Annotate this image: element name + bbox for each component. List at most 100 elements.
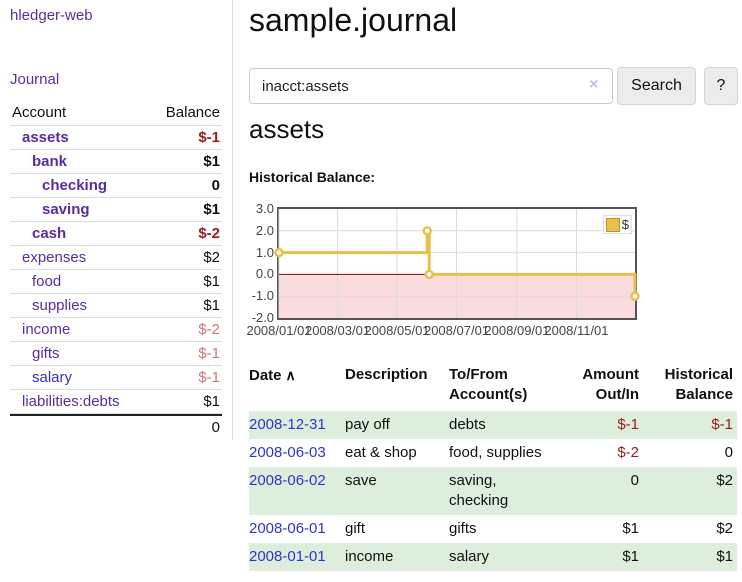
accounts-column-header: To/From Account(s) <box>449 366 528 403</box>
accounts-total-row: 0 <box>10 414 222 439</box>
account-row-bank: bank $1 <box>10 150 222 174</box>
x-axis-tick-label: 2008/05/01 <box>364 323 430 338</box>
txn-amount: $1 <box>622 520 639 537</box>
transactions-table: Date ∧ Description To/From Account(s) Amo… <box>249 363 737 571</box>
account-row-income: income $-2 <box>10 318 222 342</box>
x-axis-tick-label: 2008/11/01 <box>544 323 609 338</box>
x-axis-tick-label: 2008/01/01 <box>246 323 312 338</box>
txn-accounts: saving, checking <box>449 472 509 509</box>
account-link-saving[interactable]: saving <box>42 201 90 218</box>
y-axis-tick-label: 3.0 <box>255 201 274 216</box>
txn-date-link[interactable]: 2008-06-02 <box>249 472 326 489</box>
account-link-liabilities-debts[interactable]: liabilities:debts <box>22 393 120 410</box>
x-axis-tick-label: 2008/09/01 <box>484 323 550 338</box>
txn-row: 2008-06-03 eat & shop food, supplies $-2… <box>249 439 737 467</box>
account-row-supplies: supplies $1 <box>10 294 222 318</box>
account-row-food: food $1 <box>10 270 222 294</box>
account-row-saving: saving $1 <box>10 198 222 222</box>
balance-cell: $1 <box>149 198 222 222</box>
legend-swatch-icon <box>605 217 620 232</box>
balance-cell: $1 <box>149 150 222 174</box>
page-title: sample.journal <box>249 2 458 38</box>
balance-cell: $-2 <box>149 318 222 342</box>
account-link-food[interactable]: food <box>32 273 62 290</box>
sidebar-item-journal[interactable]: Journal <box>10 71 60 88</box>
txn-row: 2008-06-02 save saving, checking 0 $2 <box>249 467 737 515</box>
search-form: × Search ? <box>249 67 742 105</box>
balance-column-header: Balance <box>149 101 222 126</box>
balance-cell: 0 <box>149 174 222 198</box>
brand-link[interactable]: hledger-web <box>10 7 93 24</box>
account-link-salary[interactable]: salary <box>32 369 73 386</box>
balance-cell: $-1 <box>149 126 222 150</box>
chart-canvas <box>274 209 640 318</box>
y-axis-tick-label: 2.0 <box>255 222 274 238</box>
search-button[interactable]: Search <box>617 67 696 105</box>
y-axis-tick-label: -2.0 <box>251 310 274 325</box>
account-row-salary: salary $-1 <box>10 366 222 390</box>
balance-cell: $-1 <box>149 366 222 390</box>
txn-row: 2008-06-01 gift gifts $1 $2 <box>249 515 737 543</box>
chart-title: Historical Balance: <box>249 169 376 185</box>
sort-ascending-icon: ∧ <box>285 367 296 383</box>
txn-description: gift <box>345 520 366 537</box>
account-link-gifts[interactable]: gifts <box>32 345 60 362</box>
txn-date-link[interactable]: 2008-01-01 <box>249 548 326 565</box>
account-heading: assets <box>249 114 325 144</box>
txn-date-link[interactable]: 2008-12-31 <box>249 416 326 433</box>
account-link-income[interactable]: income <box>22 321 71 338</box>
account-row-assets: assets $-1 <box>10 126 222 150</box>
balance-cell: $1 <box>149 294 222 318</box>
txn-accounts: debts <box>449 416 486 433</box>
y-axis-tick-label: 0.0 <box>255 266 274 282</box>
balance-cell: $-2 <box>149 222 222 246</box>
legend-label: $ <box>621 217 629 232</box>
y-axis-tick-label: 1.0 <box>255 244 274 260</box>
account-link-assets[interactable]: assets <box>22 129 69 146</box>
txn-accounts: salary <box>449 548 490 565</box>
amount-column-header: Amount Out/In <box>582 366 639 403</box>
txn-description: eat & shop <box>345 444 417 461</box>
txn-description: income <box>345 548 394 565</box>
account-column-header: Account <box>10 101 150 126</box>
main-content: sample.journal × Search ? assets Histori… <box>246 0 742 582</box>
hist-balance-column-header: Historical Balance <box>664 366 733 403</box>
account-link-bank[interactable]: bank <box>32 153 68 170</box>
txn-date-link[interactable]: 2008-06-03 <box>249 444 326 461</box>
txn-row: 2008-01-01 income salary $1 $1 <box>249 543 737 571</box>
account-link-supplies[interactable]: supplies <box>32 297 88 314</box>
txn-accounts: food, supplies <box>449 444 542 461</box>
txn-amount: $1 <box>622 548 639 565</box>
account-row-liabilities-debts: liabilities:debts $1 <box>10 390 222 414</box>
txn-amount: 0 <box>630 472 639 489</box>
txn-balance: $1 <box>716 548 733 565</box>
y-axis-tick-label: -1.0 <box>251 288 274 304</box>
account-row-expenses: expenses $2 <box>10 246 222 270</box>
balance-cell: $2 <box>149 246 222 270</box>
account-row-cash: cash $-2 <box>10 222 222 246</box>
x-axis-tick-label: 2008/07/01 <box>423 323 490 338</box>
balance-chart: $ 2008/01/01 2008/03/01 2008/05/01 2008/07/… <box>246 201 640 338</box>
help-button[interactable]: ? <box>704 67 738 105</box>
search-input[interactable] <box>249 68 613 104</box>
account-link-expenses[interactable]: expenses <box>22 249 87 266</box>
txn-amount: $-1 <box>617 416 639 433</box>
x-axis-tick-label: 2008/03/01 <box>304 323 371 338</box>
balance-cell: $-1 <box>149 342 222 366</box>
txn-date-link[interactable]: 2008-06-01 <box>249 520 326 537</box>
txn-balance: $2 <box>716 520 733 537</box>
account-link-checking[interactable]: checking <box>42 177 108 194</box>
sidebar: hledger-web Journal Account Balance asse… <box>0 0 233 440</box>
txn-description: save <box>345 472 377 489</box>
transactions-header-row: Date ∧ Description To/From Account(s) Amo… <box>249 363 737 411</box>
description-column-header: Description <box>345 366 428 383</box>
accounts-table-header: Account Balance <box>10 101 222 126</box>
txn-row: 2008-12-31 pay off debts $-1 $-1 <box>249 411 737 439</box>
account-row-gifts: gifts $-1 <box>10 342 222 366</box>
txn-amount: $-2 <box>617 444 639 461</box>
date-column-header[interactable]: Date ∧ <box>249 367 296 384</box>
account-link-cash[interactable]: cash <box>32 225 67 242</box>
chart-legend: $ <box>602 215 632 234</box>
clear-search-icon[interactable]: × <box>589 76 599 93</box>
